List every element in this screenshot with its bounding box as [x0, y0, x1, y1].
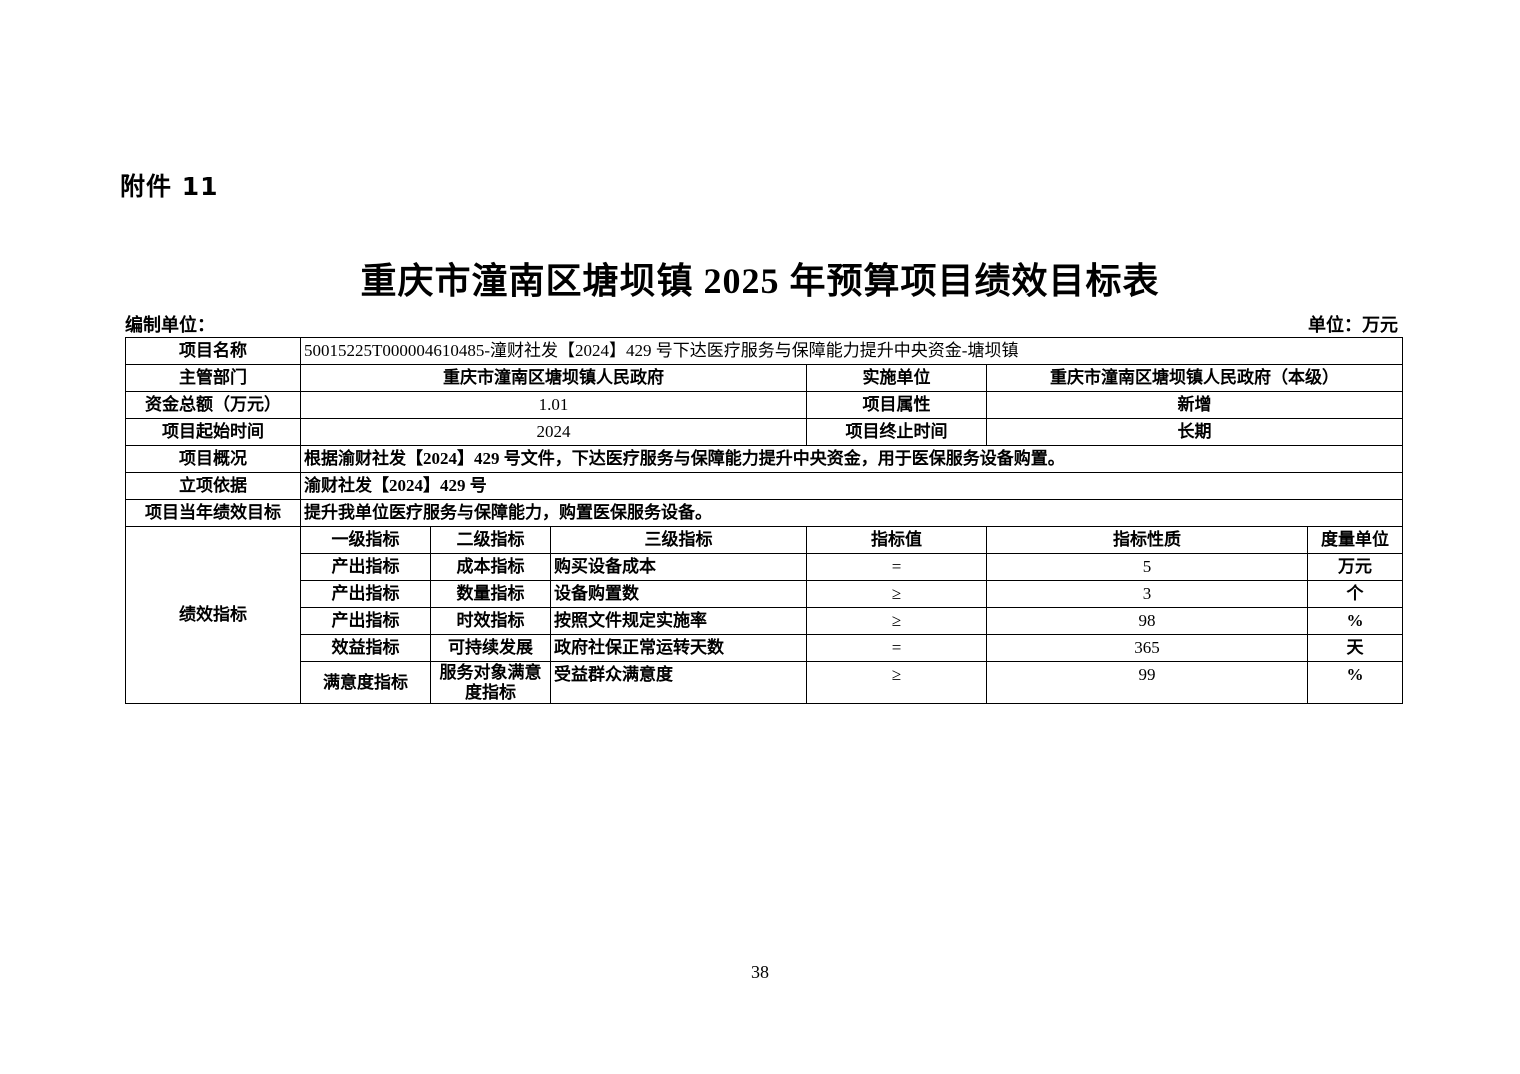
row-label-project-attribute: 项目属性 — [806, 391, 987, 419]
cell-nature: 99 — [986, 660, 1308, 705]
row-label-end-time: 项目终止时间 — [806, 418, 987, 446]
cell-level3: 按照文件规定实施率 — [550, 607, 807, 635]
row-value-project-attribute: 新增 — [985, 391, 1404, 419]
cell-unit: % — [1306, 607, 1404, 635]
cell-level2: 时效指标 — [430, 607, 551, 635]
performance-row: 产出指标 时效指标 按照文件规定实施率 ≥ 98 % — [126, 607, 1404, 635]
cell-level1: 产出指标 — [300, 580, 431, 608]
table-row-department: 主管部门 重庆市潼南区塘坝镇人民政府 实施单位 重庆市潼南区塘坝镇人民政府（本级… — [125, 364, 1404, 392]
header-indicator-nature: 指标性质 — [986, 526, 1308, 554]
cell-level1: 满意度指标 — [300, 660, 431, 705]
row-label-annual-goal: 项目当年绩效目标 — [125, 499, 301, 527]
cell-level1: 产出指标 — [300, 553, 431, 581]
row-label-basis: 立项依据 — [125, 472, 301, 500]
row-value-project-name: 50015225T000004610485-潼财社发【2024】429 号下达医… — [299, 337, 1404, 365]
cell-level3: 政府社保正常运转天数 — [550, 634, 807, 662]
table-row-total-funds: 资金总额（万元） 1.01 项目属性 新增 — [125, 391, 1404, 419]
cell-unit: 万元 — [1306, 553, 1404, 581]
row-value-total-funds: 1.01 — [300, 391, 807, 419]
cell-level2: 服务对象满意度指标 — [430, 660, 551, 705]
header-indicator-value: 指标值 — [806, 526, 987, 554]
attachment-label: 附件 11 — [120, 172, 219, 201]
cell-level1: 效益指标 — [300, 634, 431, 662]
page-title: 重庆市潼南区塘坝镇 2025 年预算项目绩效目标表 — [360, 261, 1160, 301]
row-value-start-time: 2024 — [300, 418, 807, 446]
header-level3: 三级指标 — [550, 526, 807, 554]
table-row-project-name: 项目名称 50015225T000004610485-潼财社发【2024】429… — [125, 337, 1404, 365]
header-measure-unit: 度量单位 — [1306, 526, 1404, 554]
row-value-department: 重庆市潼南区塘坝镇人民政府 — [300, 364, 807, 392]
table-row-annual-goal: 项目当年绩效目标 提升我单位医疗服务与保障能力，购置医保服务设备。 — [125, 499, 1404, 527]
cell-operator: ≥ — [806, 607, 987, 635]
row-value-implementing-unit: 重庆市潼南区塘坝镇人民政府（本级） — [985, 364, 1404, 392]
header-level2: 二级指标 — [430, 526, 551, 554]
cell-level1: 产出指标 — [300, 607, 431, 635]
cell-nature: 5 — [986, 553, 1308, 581]
cell-level3: 受益群众满意度 — [550, 660, 807, 705]
performance-indicators-label: 绩效指标 — [125, 525, 301, 705]
cell-operator: ≥ — [806, 660, 987, 705]
page-number: 38 — [751, 962, 769, 982]
amount-unit-label: 单位：万元 — [1308, 315, 1398, 335]
row-label-project-name: 项目名称 — [125, 337, 301, 365]
row-value-basis: 渝财社发【2024】429 号 — [299, 472, 1404, 500]
cell-level2: 可持续发展 — [430, 634, 551, 662]
cell-nature: 365 — [986, 634, 1308, 662]
cell-nature: 3 — [986, 580, 1308, 608]
budget-performance-table: 项目名称 50015225T000004610485-潼财社发【2024】429… — [125, 337, 1404, 705]
cell-operator: = — [806, 634, 987, 662]
cell-unit: 个 — [1306, 580, 1404, 608]
row-value-overview: 根据渝财社发【2024】429 号文件，下达医疗服务与保障能力提升中央资金，用于… — [299, 445, 1404, 473]
cell-level2: 数量指标 — [430, 580, 551, 608]
row-label-overview: 项目概况 — [125, 445, 301, 473]
performance-header-row: 绩效指标 一级指标 二级指标 三级指标 指标值 指标性质 度量单位 — [125, 525, 1404, 705]
cell-unit: % — [1306, 660, 1404, 705]
cell-operator: = — [806, 553, 987, 581]
compiler-unit-label: 编制单位： — [125, 315, 215, 335]
row-label-start-time: 项目起始时间 — [125, 418, 301, 446]
cell-nature: 98 — [986, 607, 1308, 635]
cell-operator: ≥ — [806, 580, 987, 608]
performance-row: 满意度指标 服务对象满意度指标 受益群众满意度 ≥ 99 % — [126, 660, 1404, 705]
table-row-basis: 立项依据 渝财社发【2024】429 号 — [125, 472, 1404, 500]
meta-row: 编制单位： 单位：万元 — [125, 311, 1410, 335]
performance-row: 效益指标 可持续发展 政府社保正常运转天数 = 365 天 — [126, 634, 1404, 662]
row-label-total-funds: 资金总额（万元） — [125, 391, 301, 419]
header-level1: 一级指标 — [300, 526, 431, 554]
performance-row: 产出指标 成本指标 购买设备成本 = 5 万元 — [126, 553, 1404, 581]
cell-level3: 购买设备成本 — [550, 553, 807, 581]
cell-unit: 天 — [1306, 634, 1404, 662]
cell-level2: 成本指标 — [430, 553, 551, 581]
cell-level3: 设备购置数 — [550, 580, 807, 608]
row-label-implementing-unit: 实施单位 — [806, 364, 987, 392]
row-value-end-time: 长期 — [985, 418, 1404, 446]
table-row-overview: 项目概况 根据渝财社发【2024】429 号文件，下达医疗服务与保障能力提升中央… — [125, 445, 1404, 473]
row-value-annual-goal: 提升我单位医疗服务与保障能力，购置医保服务设备。 — [299, 499, 1404, 527]
table-row-start-time: 项目起始时间 2024 项目终止时间 长期 — [125, 418, 1404, 446]
performance-row: 产出指标 数量指标 设备购置数 ≥ 3 个 — [126, 580, 1404, 608]
row-label-department: 主管部门 — [125, 364, 301, 392]
